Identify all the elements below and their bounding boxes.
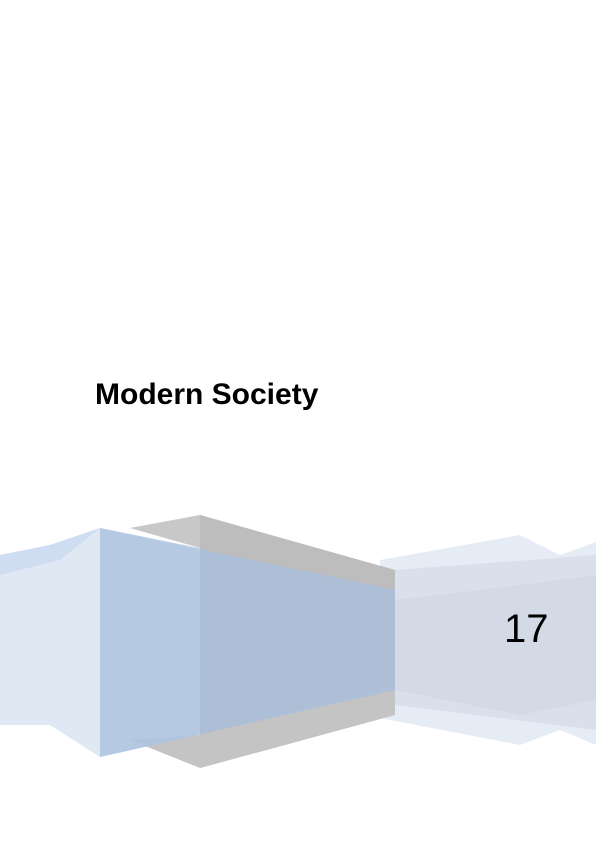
front-left: [100, 528, 200, 757]
right-shade: [395, 575, 596, 715]
left-band-edge: [0, 528, 100, 575]
document-title: Modern Society: [95, 378, 319, 411]
page-number: 17: [504, 607, 549, 651]
left-band: [0, 528, 100, 757]
box-bottom: [130, 685, 395, 768]
